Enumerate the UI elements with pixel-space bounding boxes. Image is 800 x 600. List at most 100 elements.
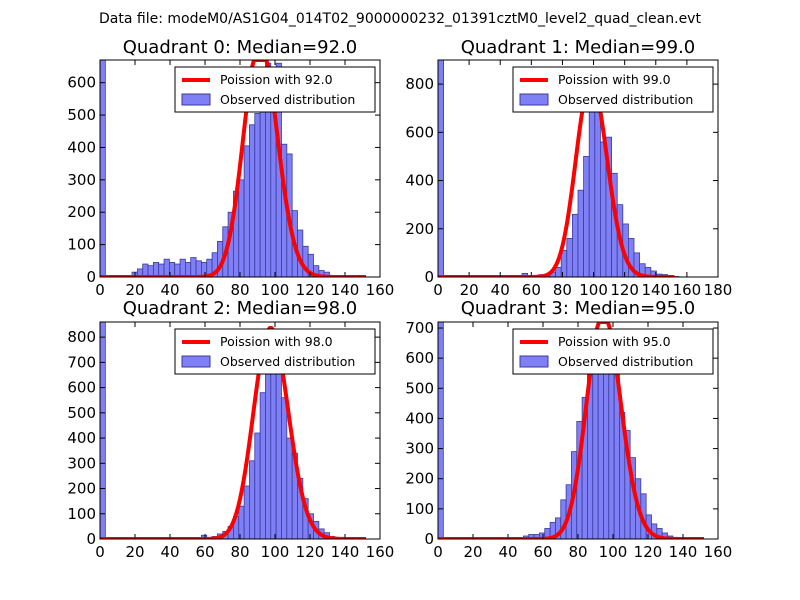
y-tick-label: 100 xyxy=(67,236,96,254)
histogram-bar xyxy=(179,258,186,277)
x-tick-label: 120 xyxy=(634,543,663,561)
histogram-bar xyxy=(195,260,202,277)
y-tick-label: 700 xyxy=(405,319,434,337)
y-tick-label: 400 xyxy=(67,138,96,156)
y-tick-label: 600 xyxy=(405,123,434,141)
legend: Poission with 99.0 Observed distribution xyxy=(512,66,714,113)
y-tick-label: 200 xyxy=(405,470,434,488)
legend-label-observed: Observed distribution xyxy=(220,92,355,107)
x-tick-label: 140 xyxy=(641,281,670,299)
poisson-curve xyxy=(100,60,367,277)
y-tick-label: 0 xyxy=(86,268,96,286)
x-tick-label: 20 xyxy=(460,281,479,299)
histogram-bar xyxy=(270,346,277,539)
x-tick-label: 120 xyxy=(296,543,325,561)
histogram-bar xyxy=(190,257,197,277)
x-tick-label: 80 xyxy=(230,281,249,299)
quadrant-3-plot: 0 20 40 60 80 100 120 140 160 0 100 200 300 400 500 600… xyxy=(405,319,732,561)
legend-label-observed: Observed distribution xyxy=(558,354,693,369)
quadrant-1-title: Quadrant 1: Median=99.0 xyxy=(461,37,696,58)
plot-area xyxy=(100,322,367,539)
x-tick-label: 140 xyxy=(669,543,698,561)
y-tick-label: 0 xyxy=(424,530,434,548)
axes-frame xyxy=(437,59,719,278)
histogram-bar xyxy=(566,238,573,277)
histogram-bar xyxy=(243,145,250,277)
x-tick-label: 120 xyxy=(610,281,639,299)
y-tick-label: 100 xyxy=(405,500,434,518)
y-tick-label: 200 xyxy=(405,220,434,238)
poisson-curve xyxy=(100,326,367,539)
quadrant-0-plot: 0 20 40 60 80 100 120 140 160 0 100 200 300 400 500 600… xyxy=(67,59,395,299)
y-tick-label: 500 xyxy=(67,106,96,124)
x-tick-label: 60 xyxy=(195,281,214,299)
y-tick-label: 400 xyxy=(405,409,434,427)
histogram-bar xyxy=(254,113,261,277)
x-tick-label: 40 xyxy=(160,281,179,299)
y-tick-label: 400 xyxy=(405,172,434,190)
x-tick-label: 180 xyxy=(704,281,733,299)
poisson-curve xyxy=(438,78,675,277)
legend: Poission with 98.0 Observed distribution xyxy=(174,328,376,375)
histogram-bar xyxy=(265,351,272,539)
legend: Poission with 92.0 Observed distribution xyxy=(174,66,376,113)
histogram-bar xyxy=(249,124,256,277)
histogram-bar xyxy=(259,392,266,539)
figure-suptitle: Data file: modeM0/AS1G04_014T02_90000002… xyxy=(99,11,701,27)
x-tick-label: 160 xyxy=(366,281,395,299)
histogram-bar xyxy=(438,60,444,277)
x-tick-label: 160 xyxy=(704,543,733,561)
y-tick-label: 500 xyxy=(67,404,96,422)
quadrant-3-title: Quadrant 3: Median=95.0 xyxy=(461,298,696,319)
histogram-bar xyxy=(281,397,288,539)
y-tick-label: 200 xyxy=(67,203,96,221)
quadrant-1-panel: Quadrant 1: Median=99.0 0 20 40 60 80 100 120 1… xyxy=(405,37,732,299)
legend-label-poisson: Poission with 99.0 xyxy=(558,72,671,87)
x-tick-label: 40 xyxy=(491,281,510,299)
legend-bar-swatch xyxy=(181,93,211,106)
x-tick-label: 0 xyxy=(95,281,105,299)
y-tick-label: 300 xyxy=(67,454,96,472)
legend-label-poisson: Poission with 95.0 xyxy=(558,334,671,349)
histogram-bar xyxy=(583,156,590,277)
y-tick-label: 400 xyxy=(67,429,96,447)
histogram-bar xyxy=(275,372,282,539)
y-tick-label: 500 xyxy=(405,379,434,397)
quadrant-0-title: Quadrant 0: Median=92.0 xyxy=(123,37,358,58)
x-tick-label: 160 xyxy=(673,281,702,299)
plot-area xyxy=(438,322,705,539)
legend-label-poisson: Poission with 98.0 xyxy=(220,334,333,349)
x-tick-label: 0 xyxy=(433,281,443,299)
legend-bar-swatch xyxy=(181,355,211,368)
histogram-bar xyxy=(286,437,293,539)
poisson-curve xyxy=(438,322,705,539)
histogram-bar xyxy=(438,322,444,539)
histogram-bar xyxy=(152,262,160,277)
y-tick-label: 600 xyxy=(67,74,96,92)
y-tick-label: 700 xyxy=(67,353,96,371)
legend-label-poisson: Poission with 92.0 xyxy=(220,72,333,87)
x-tick-label: 0 xyxy=(433,543,443,561)
histogram-bar xyxy=(238,179,245,277)
x-tick-label: 100 xyxy=(261,281,290,299)
legend-bar-swatch xyxy=(519,93,549,106)
x-tick-label: 20 xyxy=(125,543,144,561)
y-tick-label: 300 xyxy=(405,440,434,458)
x-tick-label: 20 xyxy=(125,281,144,299)
quadrant-2-plot: 0 20 40 60 80 100 120 140 160 0 100 200 300 400 500 600… xyxy=(67,321,394,561)
x-tick-label: 40 xyxy=(160,543,179,561)
histogram-bar xyxy=(555,266,562,277)
histogram-bar xyxy=(577,189,584,277)
histogram-bar xyxy=(254,432,261,539)
y-tick-label: 0 xyxy=(424,268,434,286)
x-tick-label: 0 xyxy=(95,543,105,561)
quadrant-1-plot: 0 20 40 60 80 100 120 140 160 180 0 200 400 600 800 Poi… xyxy=(405,59,733,299)
histogram-bar xyxy=(594,110,601,277)
quadrant-3-panel: Quadrant 3: Median=95.0 0 20 40 60 80 100 120 1… xyxy=(405,298,732,561)
quadrant-0-panel: Quadrant 0: Median=92.0 0 20 40 60 80 100 120 1… xyxy=(67,37,394,299)
x-tick-label: 40 xyxy=(498,543,517,561)
histogram-bar xyxy=(572,213,579,277)
x-tick-label: 60 xyxy=(195,543,214,561)
y-tick-label: 100 xyxy=(67,505,96,523)
